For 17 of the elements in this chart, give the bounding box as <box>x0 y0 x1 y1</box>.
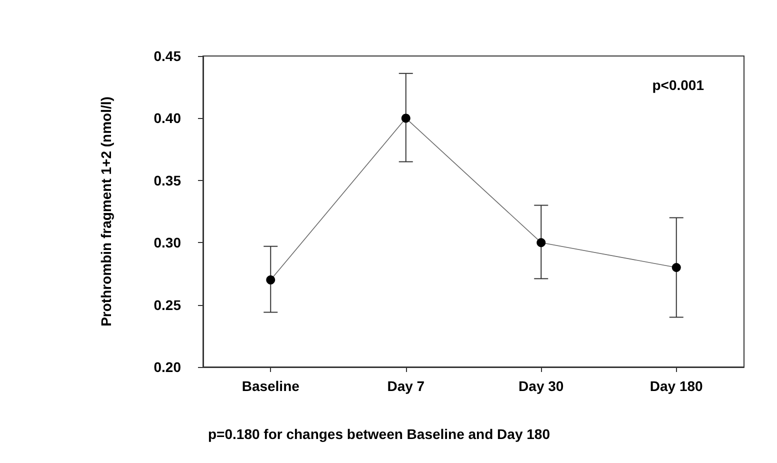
y-tick-label: 0.25 <box>154 296 182 313</box>
x-tick-label: Day 30 <box>518 378 564 394</box>
text: p=0.180 for changes between Baseline and Day 180 <box>208 426 550 442</box>
y-tick-label: 0.20 <box>154 359 182 375</box>
x-tick-label: Day 7 <box>387 378 425 394</box>
y-tick-label: 0.40 <box>154 110 182 126</box>
y-tick-label: 0.30 <box>154 234 182 251</box>
point <box>536 238 546 248</box>
y-axis-title: Prothrombin fragment 1+2 (nmol/l) <box>98 96 114 326</box>
x-tick-label: Baseline <box>242 378 300 394</box>
x-tick-label: Day 180 <box>650 378 704 394</box>
annotation: p<0.001 <box>652 77 704 93</box>
y-tick-label: 0.45 <box>154 48 182 64</box>
point <box>672 262 681 272</box>
point <box>401 114 410 123</box>
point <box>266 275 276 284</box>
y-tick-label: 0.35 <box>154 172 182 188</box>
